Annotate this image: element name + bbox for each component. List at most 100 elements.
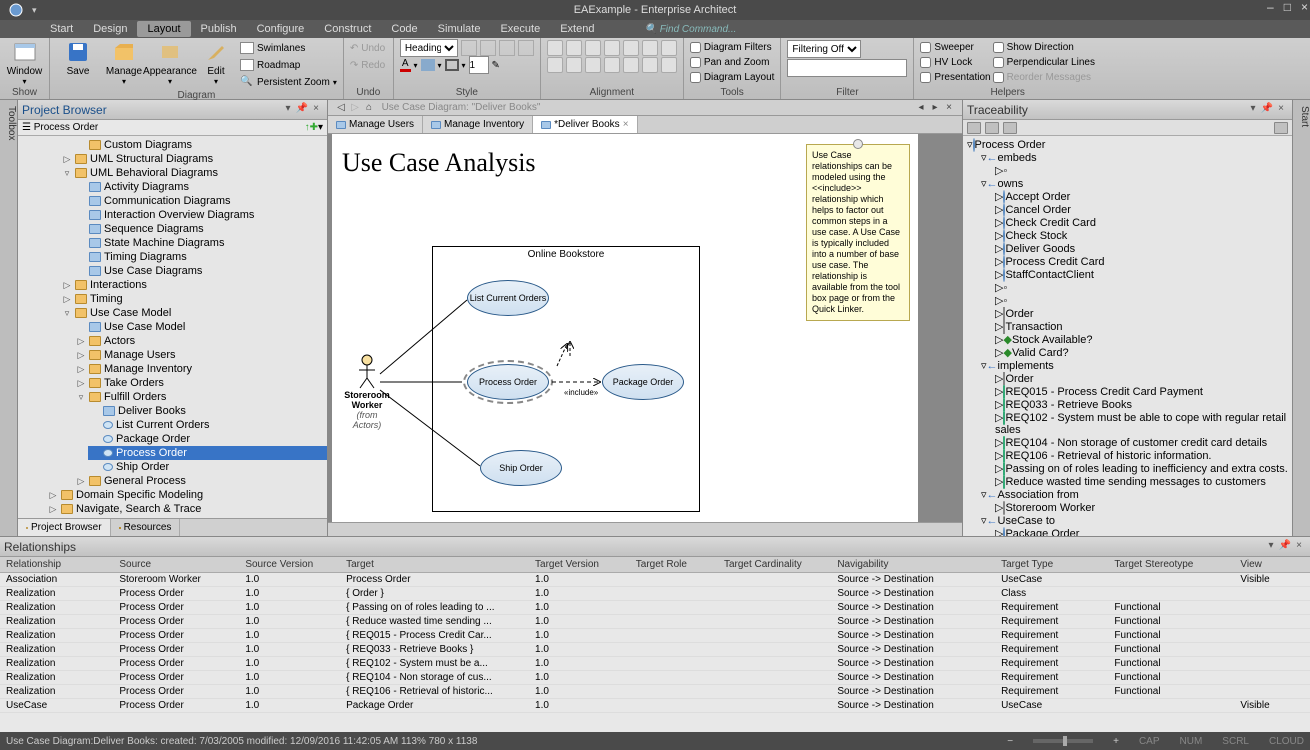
pb-nav-new-icon[interactable]: ✚ — [310, 122, 318, 133]
pb-breadcrumb[interactable]: ☰ Process Order ↑ ✚ ▾ — [18, 120, 327, 136]
pb-node[interactable]: ▷Domain Specific Modeling — [46, 488, 327, 502]
style-dropper-icon[interactable]: ✎ — [492, 60, 500, 71]
tr-tool-1[interactable] — [967, 122, 981, 134]
trace-node[interactable]: ▿Process Order — [967, 138, 1292, 151]
menu-layout[interactable]: Layout — [137, 21, 190, 37]
minimize-button[interactable]: – — [1267, 0, 1274, 14]
tree-twisty-icon[interactable]: ▿ — [76, 390, 86, 404]
tr-tool-refresh[interactable] — [1274, 122, 1288, 134]
roadmap-button[interactable]: Roadmap — [240, 57, 337, 73]
rel-col-header[interactable]: Source Version — [239, 557, 340, 573]
rel-col-header[interactable]: Source — [113, 557, 239, 573]
style-heading-select[interactable]: Heading — [400, 39, 458, 57]
rel-pin-button[interactable]: 📌 — [1278, 540, 1292, 554]
usecase-process-order[interactable]: Process Order — [467, 364, 549, 400]
pb-node[interactable]: Use Case Model — [74, 320, 327, 334]
window-button[interactable]: Window▾ — [6, 40, 43, 86]
rel-menu-button[interactable]: ▾ — [1264, 540, 1278, 554]
pb-menu-button[interactable]: ▾ — [281, 103, 295, 117]
relationships-table[interactable]: RelationshipSourceSource VersionTarget Ta… — [0, 557, 1310, 732]
pb-node[interactable]: ▷Actors — [74, 334, 327, 348]
diag-home-button[interactable]: ⌂ — [362, 102, 376, 113]
pb-node[interactable]: Sequence Diagrams — [74, 222, 327, 236]
tr-tool-3[interactable] — [1003, 122, 1017, 134]
trace-node[interactable]: ▿←UseCase to — [981, 514, 1292, 527]
diagram-canvas[interactable]: Use Case Analysis Use Case relationships… — [332, 134, 918, 522]
trace-node[interactable]: ▷Check Stock — [995, 229, 1292, 242]
trace-node[interactable]: ▷Process Credit Card — [995, 255, 1292, 268]
trace-node[interactable]: ▷◆Stock Available? — [995, 333, 1292, 346]
diag-tab-nav-right[interactable]: ▸ — [928, 102, 942, 113]
diagram-tab[interactable]: Manage Users — [328, 116, 423, 133]
pb-node[interactable]: ▷Interactions — [60, 278, 327, 292]
project-browser-tree[interactable]: Custom Diagrams▷UML Structural Diagrams▿… — [18, 136, 327, 518]
trace-node[interactable]: ▷Storeroom Worker — [995, 501, 1292, 514]
sweeper-checkbox[interactable] — [920, 42, 931, 53]
trace-node[interactable]: ▷Order — [995, 372, 1292, 385]
diag-tab-nav-left[interactable]: ◂ — [914, 102, 928, 113]
zoom-slider[interactable] — [1033, 739, 1093, 743]
rel-col-header[interactable]: View — [1234, 557, 1310, 573]
trace-node[interactable]: ▷Accept Order — [995, 190, 1292, 203]
trace-node[interactable]: ▷Package Order — [995, 527, 1292, 536]
hv-lock-checkbox[interactable] — [920, 57, 931, 68]
logo-dropdown-icon[interactable]: ▾ — [32, 5, 37, 16]
tab-project-browser[interactable]: Project Browser — [18, 519, 111, 536]
rel-col-header[interactable]: Target Stereotype — [1108, 557, 1234, 573]
pb-node[interactable]: State Machine Diagrams — [74, 236, 327, 250]
traceability-tree[interactable]: ▿Process Order▿←embeds▷◦▿←owns▷Accept Or… — [963, 136, 1292, 536]
toolbox-channel[interactable]: Toolbox — [0, 100, 18, 536]
persistent-zoom-button[interactable]: 🔍Persistent Zoom▾ — [240, 74, 337, 90]
diagram-layout-checkbox[interactable] — [690, 72, 701, 83]
tr-tool-2[interactable] — [985, 122, 999, 134]
rel-row[interactable]: RealizationProcess Order1.0{ REQ106 - Re… — [0, 685, 1310, 699]
rel-col-header[interactable]: Target — [340, 557, 529, 573]
presentation-checkbox[interactable] — [920, 72, 931, 83]
style-ic-4[interactable] — [518, 40, 534, 56]
same-height-button[interactable] — [604, 57, 620, 73]
menu-configure[interactable]: Configure — [247, 23, 315, 35]
usecase-ship-order[interactable]: Ship Order — [480, 450, 562, 486]
diag-nav-fwd-button[interactable]: ▷ — [348, 102, 362, 113]
rel-col-header[interactable]: Relationship — [0, 557, 113, 573]
align-bottom-button[interactable] — [642, 40, 658, 56]
rel-row[interactable]: RealizationProcess Order1.0{ REQ104 - No… — [0, 671, 1310, 685]
pb-node[interactable]: Interaction Overview Diagrams — [74, 208, 327, 222]
tr-close-button[interactable]: × — [1274, 103, 1288, 117]
pb-crumb-menu-icon[interactable]: ☰ — [22, 122, 31, 133]
align-extra-button[interactable] — [661, 57, 677, 73]
usecase-package-order[interactable]: Package Order — [602, 364, 684, 400]
menu-code[interactable]: Code — [381, 23, 427, 35]
pb-close-button[interactable]: × — [309, 103, 323, 117]
trace-node[interactable]: ▷Reduce wasted time sending messages to … — [995, 475, 1292, 488]
tree-twisty-icon[interactable]: ▿ — [62, 306, 72, 320]
pb-pin-button[interactable]: 📌 — [295, 103, 309, 117]
diagram-tab[interactable]: Manage Inventory — [423, 116, 533, 133]
trace-node[interactable]: ▿←Association from — [981, 488, 1292, 501]
same-width-button[interactable] — [585, 57, 601, 73]
pb-node[interactable]: Ship Order — [88, 460, 327, 474]
start-channel[interactable]: Start — [1292, 100, 1310, 536]
trace-node[interactable]: ▷REQ015 - Process Credit Card Payment — [995, 385, 1292, 398]
font-color-button[interactable]: A — [400, 58, 411, 72]
same-size-button[interactable] — [623, 57, 639, 73]
trace-node[interactable]: ▷◆Valid Card? — [995, 346, 1292, 359]
menu-execute[interactable]: Execute — [490, 23, 550, 35]
tree-twisty-icon[interactable]: ▷ — [76, 376, 86, 390]
tree-twisty-icon[interactable]: ▷ — [62, 278, 72, 292]
menu-construct[interactable]: Construct — [314, 23, 381, 35]
find-command[interactable]: 🔍 Find Command... — [644, 24, 736, 35]
actor-storeroom-worker[interactable]: Storeroom Worker (from Actors) — [342, 354, 392, 430]
trace-node[interactable]: ▷Passing on of roles leading to ineffici… — [995, 462, 1292, 475]
pb-node[interactable]: ▿Use Case Model — [60, 306, 327, 320]
trace-node[interactable]: ▷◦ — [995, 294, 1292, 307]
align-left-button[interactable] — [547, 40, 563, 56]
rel-row[interactable]: RealizationProcess Order1.0{ REQ033 - Re… — [0, 643, 1310, 657]
align-center-button[interactable] — [566, 40, 582, 56]
manage-button[interactable]: Manage▾ — [102, 40, 146, 86]
diagram-canvas-wrap[interactable]: Use Case Analysis Use Case relationships… — [328, 134, 962, 522]
menu-extend[interactable]: Extend — [550, 23, 604, 35]
pb-node[interactable]: ▿Fulfill Orders — [74, 390, 327, 404]
trace-node[interactable]: ▷StaffContactClient — [995, 268, 1292, 281]
undo-button[interactable]: ↶Undo — [350, 40, 385, 56]
